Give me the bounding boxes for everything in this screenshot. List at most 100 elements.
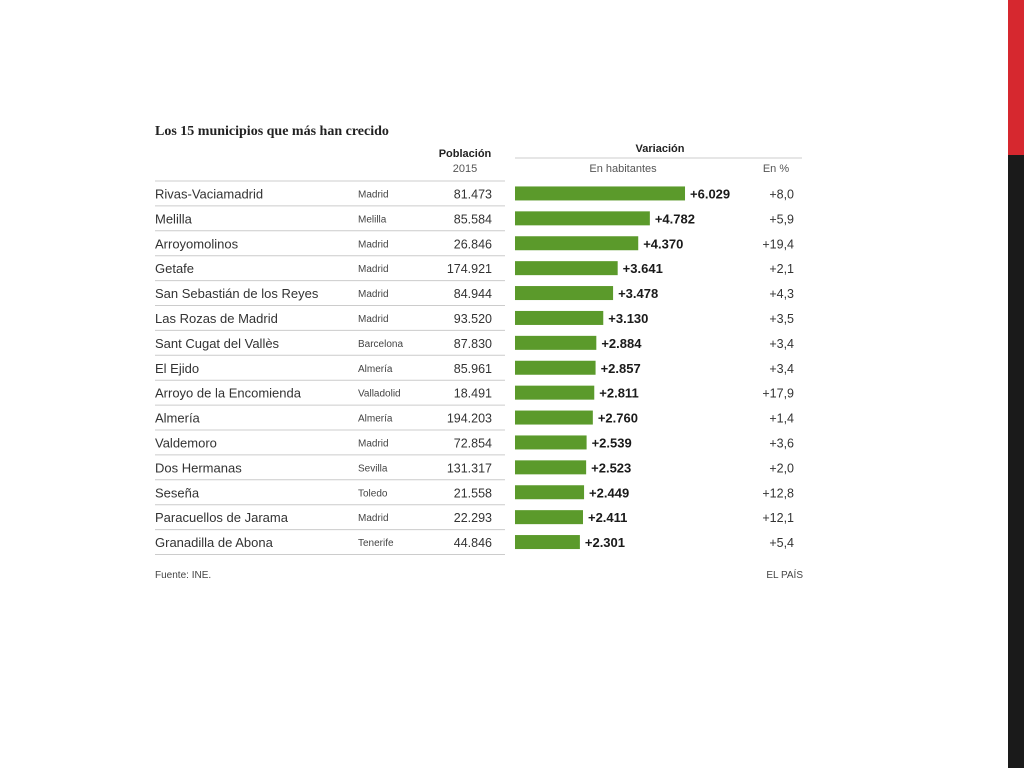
row-province: Melilla — [358, 214, 387, 225]
row-percent: +3,6 — [769, 436, 794, 450]
row-province: Madrid — [358, 189, 389, 200]
row-population: 131.317 — [447, 461, 492, 475]
row-municipality: Getafe — [155, 261, 194, 276]
header-inhabitants: En habitantes — [589, 163, 657, 175]
row-percent: +3,4 — [769, 362, 794, 376]
bar — [515, 385, 595, 400]
row-municipality: Paracuellos de Jarama — [155, 510, 289, 525]
row-percent: +2,1 — [769, 262, 794, 276]
bar — [515, 186, 686, 201]
row-municipality: Dos Hermanas — [155, 460, 242, 475]
bar — [515, 510, 583, 525]
bar-value-label: +2.539 — [592, 435, 632, 450]
row-population: 81.473 — [454, 187, 492, 201]
row-population: 21.558 — [454, 486, 492, 500]
bar-value-label: +2.301 — [585, 535, 625, 550]
bar-value-label: +2.523 — [591, 460, 631, 475]
bar-value-label: +4.370 — [643, 236, 683, 251]
bar-value-label: +2.811 — [599, 386, 638, 401]
row-province: Madrid — [358, 264, 389, 275]
chart-title: Los 15 municipios que más han crecido — [155, 124, 389, 139]
row-population: 85.584 — [454, 212, 492, 226]
row-municipality: Seseña — [155, 485, 200, 500]
row-province: Toledo — [358, 488, 388, 499]
row-municipality: Sant Cugat del Vallès — [155, 336, 280, 351]
row-province: Valladolid — [358, 389, 401, 400]
row-province: Madrid — [358, 513, 389, 524]
row-percent: +5,9 — [769, 212, 794, 226]
slide-edge-bar — [1008, 0, 1024, 768]
row-province: Madrid — [358, 289, 389, 300]
row-province: Almería — [358, 364, 393, 375]
bar — [515, 460, 587, 475]
bar — [515, 310, 604, 325]
row-municipality: Melilla — [155, 211, 193, 226]
bar-value-label: +2.449 — [589, 485, 629, 500]
slide-edge-accent — [1008, 0, 1024, 155]
row-province: Almería — [358, 414, 393, 425]
bar — [515, 211, 650, 226]
bar-value-label: +4.782 — [655, 211, 695, 226]
row-municipality: Las Rozas de Madrid — [155, 311, 278, 326]
header-population-year: 2015 — [453, 163, 477, 175]
bar — [515, 410, 593, 425]
chart-rows: Rivas-Vaciamadrid Madrid 81.473 +6.029 +8,0 M… — [155, 180, 794, 555]
bar-value-label: +2.857 — [601, 361, 641, 376]
bar-value-label: +2.411 — [588, 510, 627, 525]
row-population: 72.854 — [454, 436, 492, 450]
row-percent: +8,0 — [769, 187, 794, 201]
row-population: 26.846 — [454, 237, 492, 251]
header-percent: En % — [763, 163, 790, 175]
row-province: Madrid — [358, 438, 389, 449]
row-percent: +2,0 — [769, 461, 794, 475]
growth-chart: Los 15 municipios que más han crecido Po… — [155, 124, 803, 581]
bar-value-label: +6.029 — [690, 186, 730, 201]
row-percent: +12,8 — [762, 486, 794, 500]
bar — [515, 236, 639, 251]
bar — [515, 485, 585, 500]
row-municipality: Valdemoro — [155, 435, 217, 450]
row-population: 87.830 — [454, 337, 492, 351]
row-population: 18.491 — [454, 387, 492, 401]
row-population: 22.293 — [454, 511, 492, 525]
bar — [515, 335, 597, 350]
row-province: Sevilla — [358, 463, 388, 474]
bar — [515, 261, 618, 276]
row-municipality: Rivas-Vaciamadrid — [155, 186, 263, 201]
row-percent: +17,9 — [762, 387, 794, 401]
bar — [515, 360, 596, 375]
bar-value-label: +2.884 — [601, 336, 642, 351]
row-province: Barcelona — [358, 339, 403, 350]
credit: EL PAÍS — [766, 568, 803, 581]
row-percent: +19,4 — [762, 237, 794, 251]
bar-value-label: +2.760 — [598, 411, 638, 426]
bar — [515, 535, 580, 550]
row-municipality: Arroyomolinos — [155, 236, 239, 251]
row-population: 85.961 — [454, 362, 492, 376]
row-percent: +3,5 — [769, 312, 794, 326]
row-province: Madrid — [358, 239, 389, 250]
row-percent: +1,4 — [769, 412, 794, 426]
row-population: 84.944 — [454, 287, 492, 301]
bar — [515, 286, 614, 301]
row-percent: +3,4 — [769, 337, 794, 351]
row-municipality: Almería — [155, 411, 201, 426]
bar-value-label: +3.641 — [623, 261, 663, 276]
row-population: 93.520 — [454, 312, 492, 326]
row-percent: +12,1 — [762, 511, 794, 525]
row-population: 194.203 — [447, 412, 492, 426]
bar-value-label: +3.478 — [618, 286, 658, 301]
row-province: Tenerife — [358, 538, 394, 549]
row-municipality: Arroyo de la Encomienda — [155, 386, 302, 401]
bar — [515, 435, 587, 450]
row-municipality: San Sebastián de los Reyes — [155, 286, 319, 301]
bar-value-label: +3.130 — [608, 311, 648, 326]
source-note: Fuente: INE. — [155, 570, 211, 581]
header-variation: Variación — [636, 143, 685, 155]
row-percent: +5,4 — [769, 536, 794, 550]
row-municipality: El Ejido — [155, 361, 199, 376]
row-municipality: Granadilla de Abona — [155, 535, 274, 550]
row-population: 44.846 — [454, 536, 492, 550]
row-population: 174.921 — [447, 262, 492, 276]
header-population: Población — [439, 148, 492, 160]
